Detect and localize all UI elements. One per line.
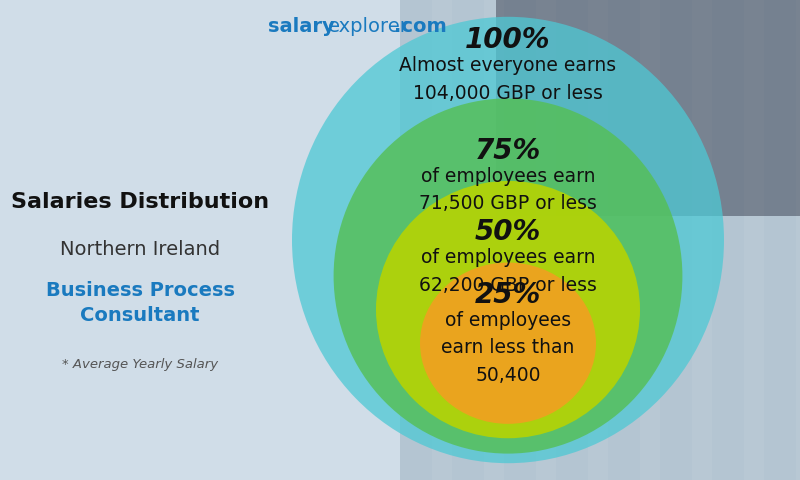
Text: earn less than: earn less than bbox=[442, 338, 574, 358]
FancyBboxPatch shape bbox=[400, 0, 800, 480]
Text: 104,000 GBP or less: 104,000 GBP or less bbox=[413, 84, 603, 103]
Ellipse shape bbox=[334, 98, 682, 454]
Ellipse shape bbox=[420, 263, 596, 424]
FancyBboxPatch shape bbox=[556, 0, 588, 480]
Text: of employees earn: of employees earn bbox=[421, 167, 595, 186]
FancyBboxPatch shape bbox=[496, 0, 800, 216]
Text: of employees earn: of employees earn bbox=[421, 248, 595, 267]
Text: .com: .com bbox=[394, 17, 446, 36]
Text: explorer: explorer bbox=[328, 17, 409, 36]
Text: salary: salary bbox=[268, 17, 334, 36]
Text: of employees: of employees bbox=[445, 311, 571, 330]
Text: * Average Yearly Salary: * Average Yearly Salary bbox=[62, 358, 218, 371]
Text: 62,200 GBP or less: 62,200 GBP or less bbox=[419, 276, 597, 295]
Text: Business Process
Consultant: Business Process Consultant bbox=[46, 281, 234, 325]
Text: 25%: 25% bbox=[475, 281, 541, 309]
Text: Almost everyone earns: Almost everyone earns bbox=[399, 56, 617, 75]
Text: 50,400: 50,400 bbox=[475, 366, 541, 385]
FancyBboxPatch shape bbox=[712, 0, 744, 480]
FancyBboxPatch shape bbox=[400, 0, 432, 480]
FancyBboxPatch shape bbox=[504, 0, 536, 480]
FancyBboxPatch shape bbox=[608, 0, 640, 480]
Text: 71,500 GBP or less: 71,500 GBP or less bbox=[419, 194, 597, 214]
Ellipse shape bbox=[376, 181, 640, 438]
FancyBboxPatch shape bbox=[452, 0, 484, 480]
Text: Northern Ireland: Northern Ireland bbox=[60, 240, 220, 259]
Text: 100%: 100% bbox=[466, 26, 550, 54]
Text: 50%: 50% bbox=[475, 218, 541, 246]
Ellipse shape bbox=[292, 17, 724, 463]
FancyBboxPatch shape bbox=[0, 0, 400, 480]
FancyBboxPatch shape bbox=[764, 0, 796, 480]
Text: Salaries Distribution: Salaries Distribution bbox=[11, 192, 269, 212]
Text: 75%: 75% bbox=[475, 137, 541, 165]
FancyBboxPatch shape bbox=[660, 0, 692, 480]
